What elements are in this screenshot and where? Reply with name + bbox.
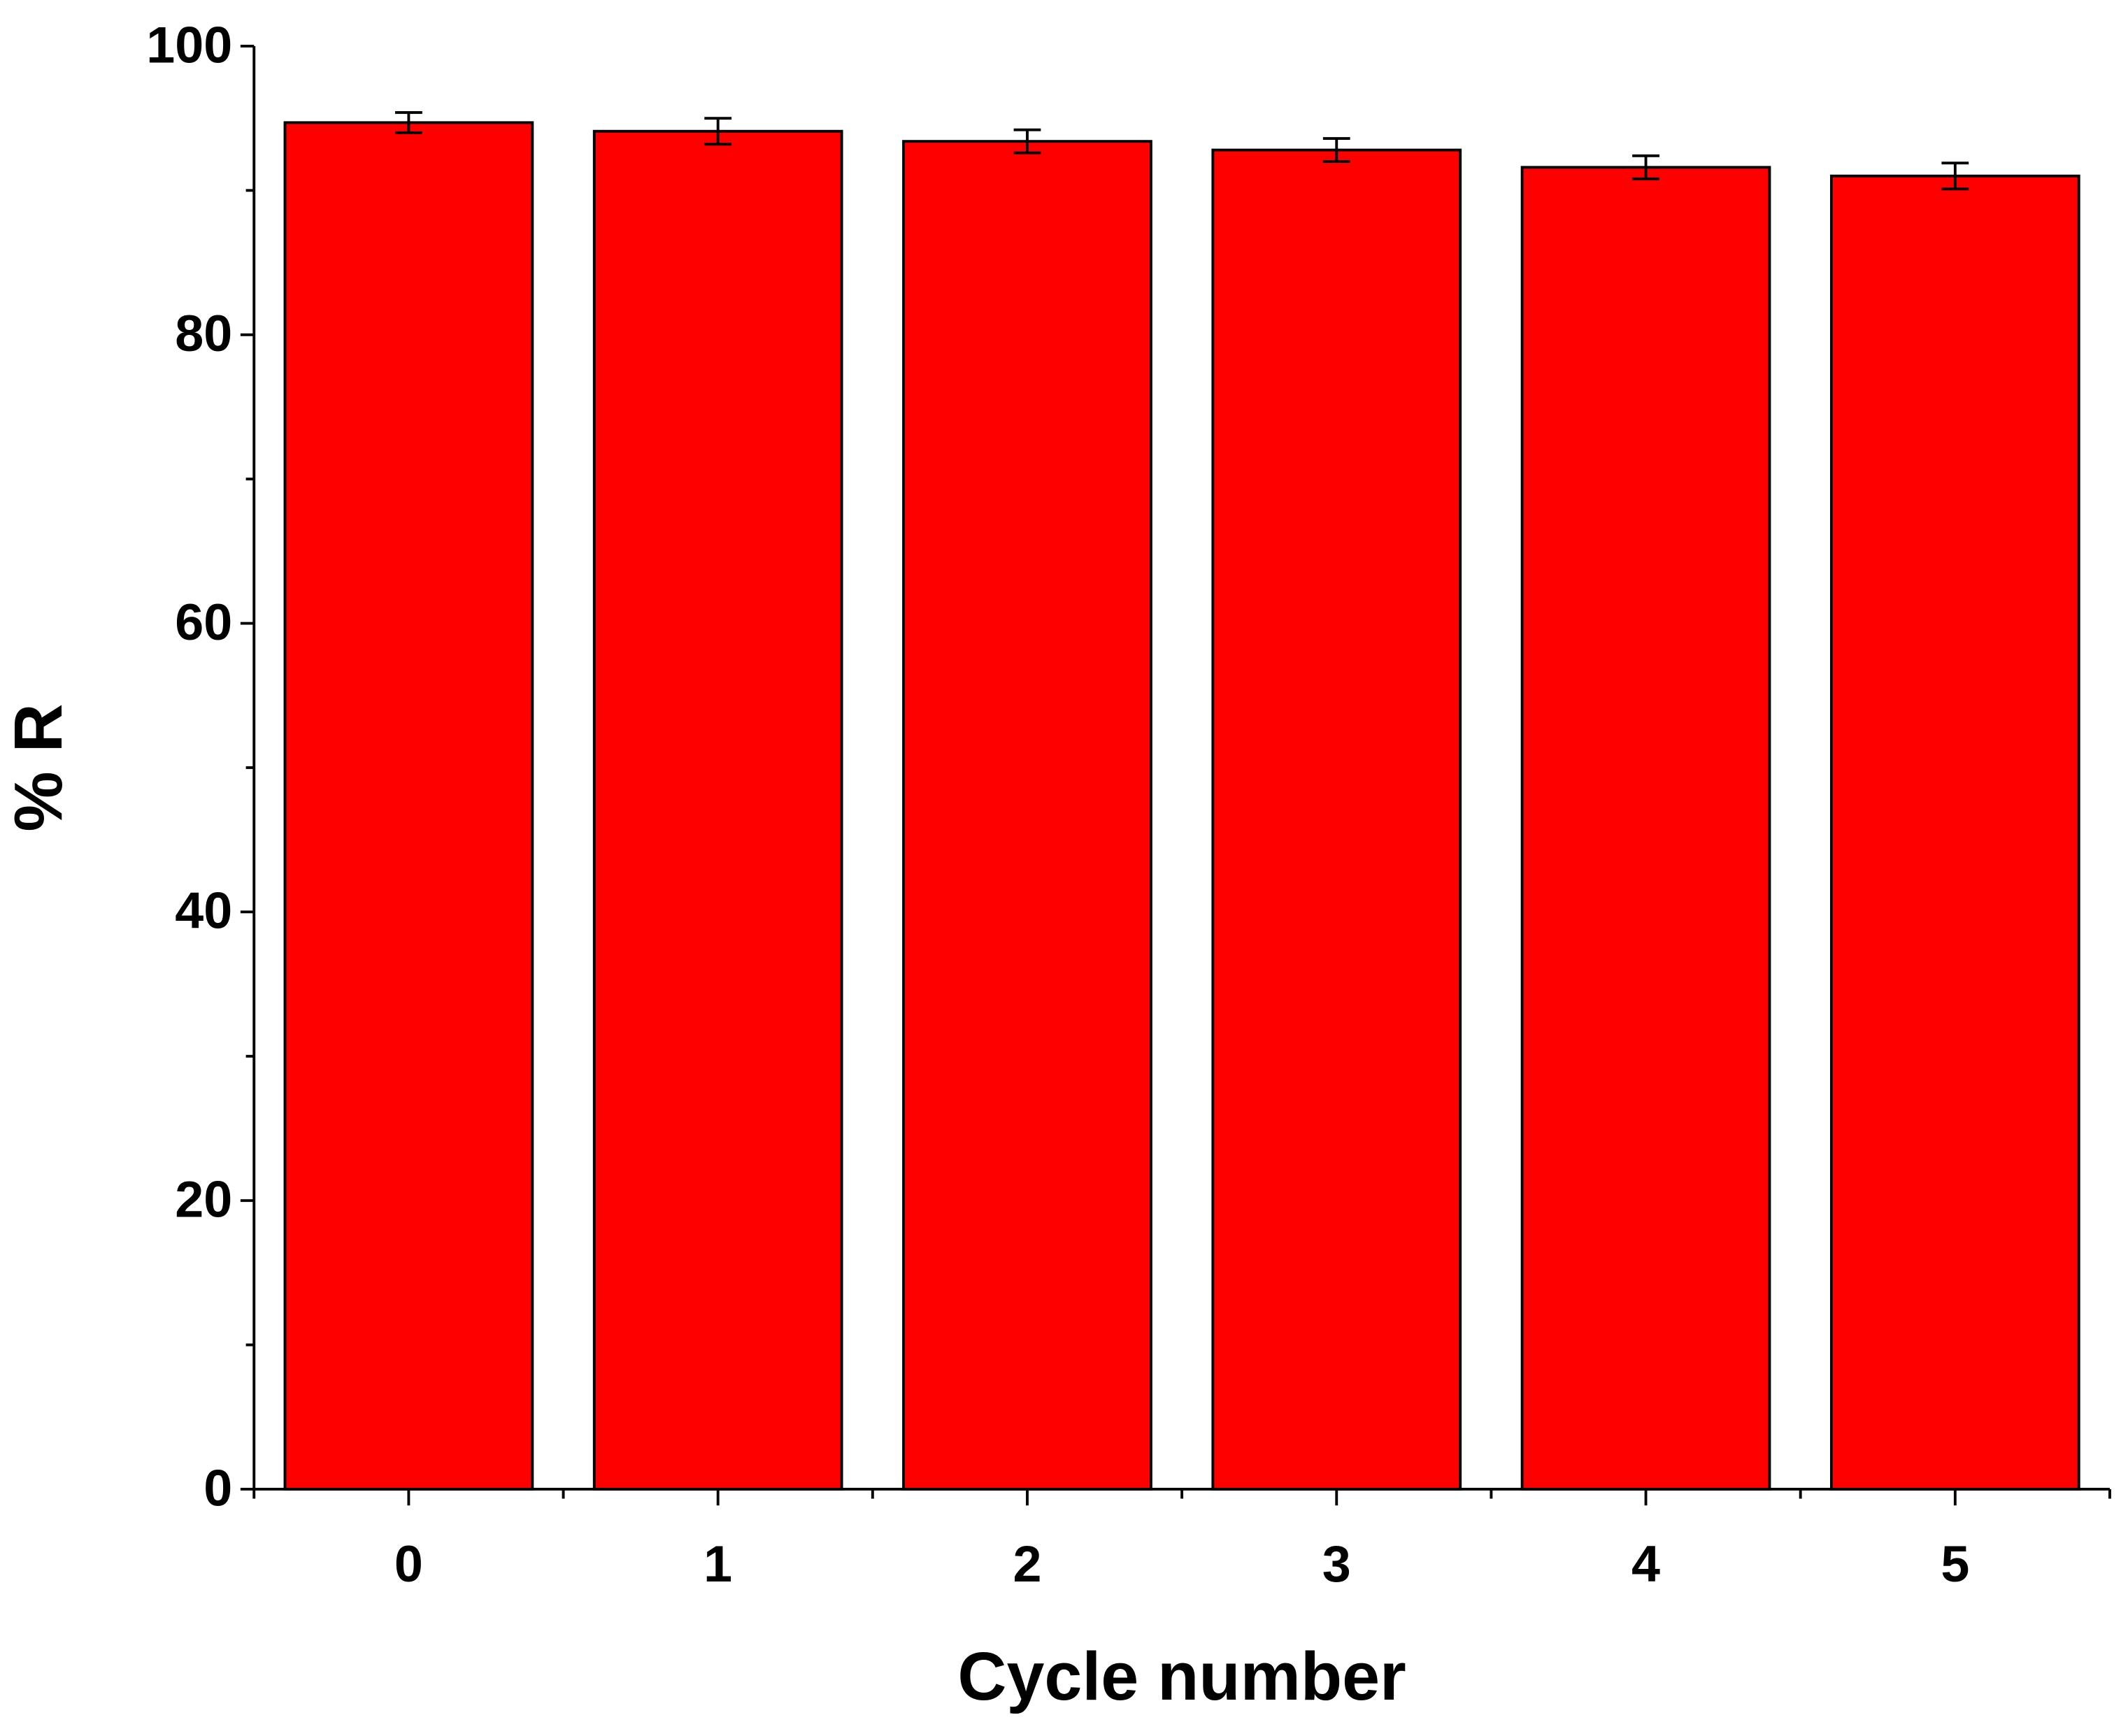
x-tick-label: 4	[1631, 1535, 1660, 1593]
y-tick-label: 60	[175, 593, 232, 651]
y-tick-label: 0	[203, 1458, 232, 1516]
bar	[902, 140, 1152, 1491]
bar	[592, 129, 843, 1491]
error-bar	[395, 110, 422, 134]
x-axis-label: Cycle number	[957, 1638, 1406, 1714]
bar	[1829, 174, 2080, 1491]
bar	[1211, 148, 1462, 1491]
bar	[1520, 166, 1771, 1491]
bar	[283, 121, 534, 1491]
x-tick-label: 0	[394, 1535, 423, 1593]
x-tick-label: 2	[1013, 1535, 1041, 1593]
x-tick-label: 5	[1941, 1535, 1969, 1593]
error-bar	[704, 117, 732, 146]
error-bar	[1941, 162, 1969, 191]
y-tick-label: 100	[146, 15, 232, 73]
error-bar	[1013, 128, 1041, 155]
error-bar	[1322, 137, 1350, 164]
y-axis-label: % R	[0, 703, 76, 831]
y-tick-label: 80	[175, 304, 232, 362]
error-bar	[1632, 154, 1659, 180]
x-tick-label: 3	[1322, 1535, 1351, 1593]
x-tick-label: 1	[704, 1535, 732, 1593]
y-tick-label: 20	[175, 1170, 232, 1228]
y-tick-label: 40	[175, 882, 232, 940]
